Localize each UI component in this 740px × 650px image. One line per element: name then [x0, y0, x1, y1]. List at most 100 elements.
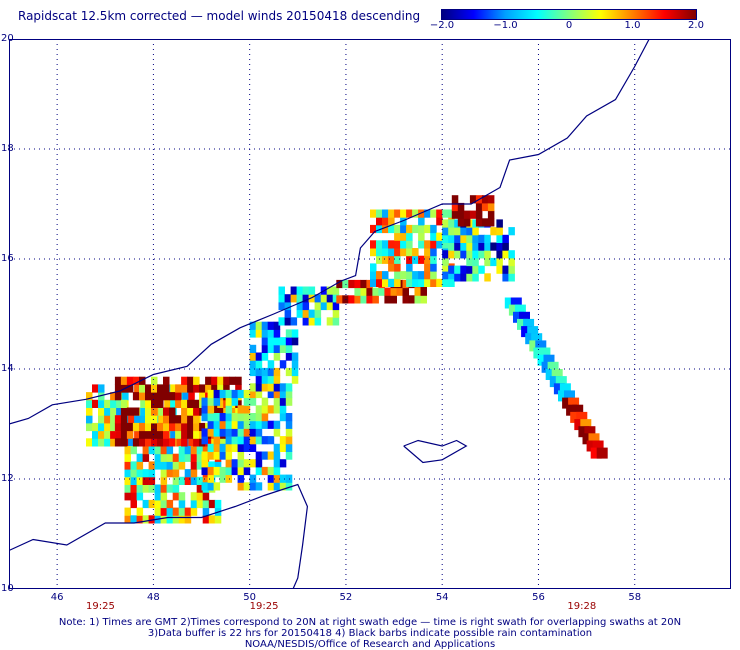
coastline: [9, 39, 650, 425]
wind-cell: [291, 375, 299, 384]
wind-cell: [255, 466, 263, 476]
wind-cell: [213, 482, 221, 491]
wind-cell: [201, 459, 208, 468]
wind-cell: [166, 469, 174, 478]
wind-cell: [104, 430, 111, 439]
wind-cell: [211, 376, 218, 385]
wind-cell: [562, 397, 574, 409]
wind-cell: [267, 360, 275, 369]
wind-cell: [414, 295, 421, 304]
wind-cell: [284, 309, 292, 318]
wind-cell: [110, 430, 117, 439]
wind-cell: [178, 476, 186, 485]
wind-cell: [460, 227, 467, 236]
wind-cell: [154, 446, 162, 455]
wind-cell: [376, 255, 383, 264]
wind-cell: [196, 453, 204, 462]
wind-cell: [285, 397, 293, 406]
wind-cell: [261, 367, 269, 377]
wind-cell: [207, 413, 215, 422]
wind-cell: [187, 422, 194, 432]
wind-cell: [172, 492, 180, 501]
wind-cell: [412, 248, 419, 257]
wind-cell: [158, 415, 165, 424]
wind-cell: [130, 461, 137, 470]
wind-cell: [302, 286, 310, 295]
wind-cell: [208, 461, 216, 470]
wind-cell: [394, 278, 401, 287]
wind-cell: [408, 295, 415, 304]
wind-cell: [376, 278, 383, 287]
wind-cell: [255, 360, 263, 369]
wind-cell: [430, 224, 437, 234]
wind-cell: [400, 232, 407, 241]
longitude-label: 58: [628, 592, 642, 603]
wind-cell: [448, 219, 455, 228]
wind-cell: [201, 466, 208, 476]
wind-cell: [249, 367, 257, 377]
wind-cell: [460, 265, 467, 274]
wind-cell: [124, 446, 131, 455]
wind-cell: [207, 443, 215, 452]
wind-cell: [145, 399, 152, 408]
wind-cell: [196, 484, 204, 493]
wind-cell: [160, 492, 168, 501]
wind-cell: [98, 422, 105, 432]
wind-cell: [402, 287, 409, 296]
wind-cell: [243, 397, 251, 406]
wind-cell: [376, 271, 383, 280]
wind-cell: [124, 507, 131, 516]
wind-cell: [267, 329, 275, 338]
wind-cell: [586, 440, 598, 452]
wind-cell: [388, 209, 395, 218]
wind-cell: [457, 210, 465, 219]
wind-cell: [120, 415, 128, 424]
swath-time-label: 19:25: [86, 601, 115, 612]
wind-cell: [104, 407, 111, 416]
wind-cell: [382, 271, 389, 280]
wind-cell: [537, 354, 549, 366]
wind-cell: [370, 263, 377, 272]
wind-cell: [243, 436, 251, 445]
wind-cell: [388, 248, 395, 257]
wind-cell: [184, 476, 192, 485]
wind-cell: [267, 321, 275, 330]
wind-cell: [160, 461, 168, 470]
wind-cell: [207, 474, 215, 483]
wind-cell: [290, 294, 298, 303]
wind-cell: [314, 294, 322, 303]
wind-cell: [568, 397, 580, 409]
wind-cell: [130, 484, 137, 493]
wind-cell: [160, 453, 168, 462]
wind-cell: [267, 375, 275, 384]
wind-cell: [279, 397, 287, 406]
wind-cell: [326, 317, 334, 326]
wind-cell: [114, 422, 122, 432]
wind-cell: [148, 469, 156, 478]
wind-cell: [120, 438, 128, 447]
wind-cell: [98, 430, 105, 439]
latitude-label: 20: [1, 33, 14, 44]
wind-cell: [273, 389, 281, 399]
wind-cell: [249, 397, 257, 406]
wind-cell: [202, 507, 210, 516]
wind-cell: [360, 279, 367, 289]
wind-cell: [382, 209, 389, 218]
wind-cell: [420, 287, 427, 296]
wind-cell: [169, 392, 176, 401]
wind-cell: [166, 507, 174, 516]
wind-cell: [139, 384, 146, 393]
wind-cell: [412, 224, 419, 234]
wind-cell: [207, 405, 215, 414]
wind-cell: [128, 438, 135, 447]
wind-cell: [151, 384, 158, 393]
wind-cell: [424, 255, 431, 264]
wind-cell: [151, 399, 158, 408]
wind-cell: [332, 286, 340, 295]
wind-cell: [496, 219, 503, 228]
wind-cell: [273, 466, 281, 476]
wind-cell: [110, 392, 117, 401]
wind-cell: [231, 397, 239, 406]
plot-title: Rapidscat 12.5km corrected — model winds…: [18, 9, 421, 23]
wind-cell: [126, 422, 134, 432]
